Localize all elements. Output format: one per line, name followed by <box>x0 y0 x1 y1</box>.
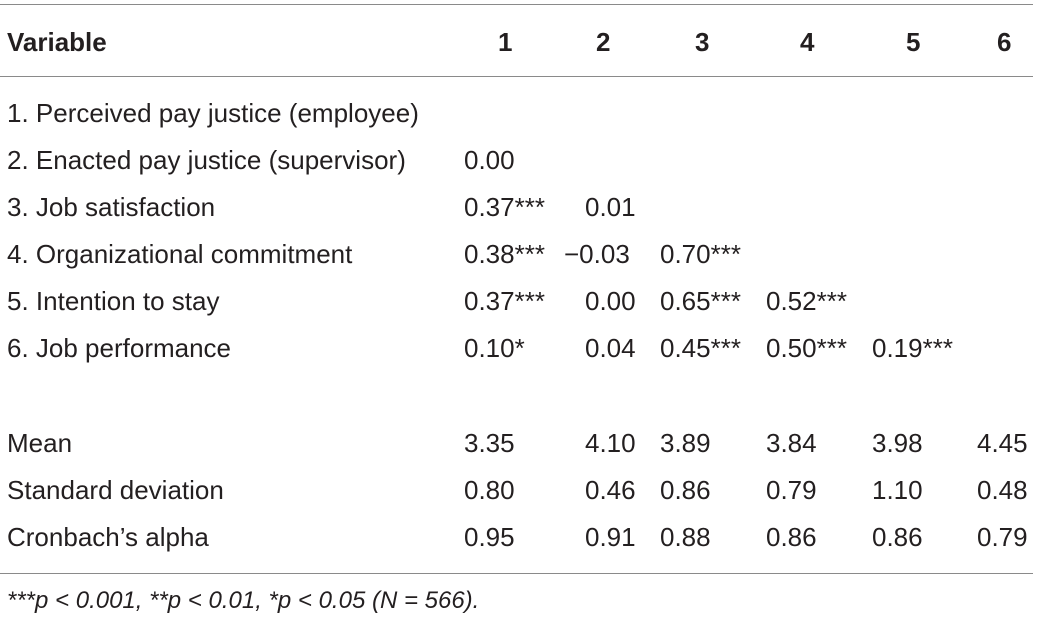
table-cell: 0.80 <box>464 475 515 505</box>
row-label: 6. Job performance <box>7 333 232 363</box>
table-cell: 0.86 <box>766 522 817 552</box>
table-cell: −0.03 <box>564 239 630 269</box>
header-variable: Variable <box>7 27 107 57</box>
row-label: 2. Enacted pay justice (supervisor) <box>7 145 406 175</box>
table-cell: 0.91 <box>585 522 636 552</box>
table-cell: 0.79 <box>766 475 817 505</box>
table-cell: 0.79 <box>977 522 1028 552</box>
table-cell: 0.37*** <box>464 192 545 222</box>
row-label: 1. Perceived pay justice (employee) <box>7 98 419 128</box>
table-cell: 0.65*** <box>660 286 741 316</box>
table-cell: 0.38*** <box>464 239 545 269</box>
row-label: Mean <box>7 428 73 458</box>
table-cell: 0.70*** <box>660 239 741 269</box>
header-col-6: 6 <box>997 27 1012 57</box>
header-col-2: 2 <box>596 27 611 57</box>
table-cell: 3.89 <box>660 428 711 458</box>
table-cell: 0.45*** <box>660 333 741 363</box>
table-cell: 3.98 <box>872 428 923 458</box>
row-label: 3. Job satisfaction <box>7 192 216 222</box>
table-cell: 0.86 <box>660 475 711 505</box>
table-cell: 0.04 <box>585 333 636 363</box>
header-col-4: 4 <box>800 27 815 57</box>
table-header-rule <box>0 76 1033 77</box>
table-cell: 0.37*** <box>464 286 545 316</box>
table-cell: 0.88 <box>660 522 711 552</box>
header-col-1: 1 <box>498 27 513 57</box>
table-cell: 0.19*** <box>872 333 953 363</box>
table-cell: 0.86 <box>872 522 923 552</box>
row-label: Standard deviation <box>7 475 224 505</box>
row-label: 4. Organizational commitment <box>7 239 353 269</box>
table-cell: 3.35 <box>464 428 515 458</box>
table-cell: 0.50*** <box>766 333 847 363</box>
table-cell: 0.48 <box>977 475 1028 505</box>
table-top-rule <box>0 4 1033 5</box>
row-label: Cronbach’s alpha <box>7 522 209 552</box>
table-bottom-rule <box>0 573 1033 574</box>
table-cell: 0.10* <box>464 333 525 363</box>
table-cell: 4.10 <box>585 428 636 458</box>
table-footnote: ***p < 0.001, **p < 0.01, *p < 0.05 (N =… <box>7 587 480 614</box>
header-col-5: 5 <box>906 27 921 57</box>
row-label: 5. Intention to stay <box>7 286 220 316</box>
table-cell: 0.95 <box>464 522 515 552</box>
table-cell: 0.01 <box>585 192 636 222</box>
table-cell: 0.00 <box>585 286 636 316</box>
table-cell: 0.46 <box>585 475 636 505</box>
table-cell: 3.84 <box>766 428 817 458</box>
table-cell: 0.52*** <box>766 286 847 316</box>
table-cell: 0.00 <box>464 145 515 175</box>
table-cell: 1.10 <box>872 475 923 505</box>
header-col-3: 3 <box>695 27 710 57</box>
table-cell: 4.45 <box>977 428 1028 458</box>
